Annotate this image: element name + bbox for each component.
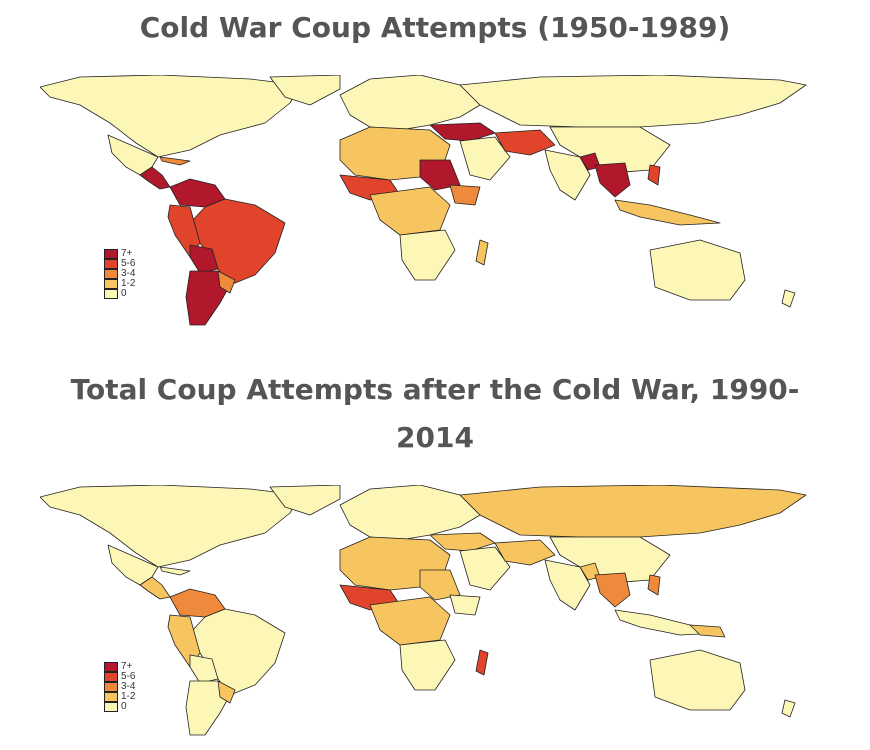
legend-swatch [104, 662, 118, 672]
paraguay-uruguay [217, 680, 236, 704]
legend-row: 5-6 [104, 259, 135, 269]
legend-swatch [104, 289, 118, 299]
map1-legend: 7+ 5-6 3-4 1-2 0 [104, 249, 135, 299]
new-zealand [781, 289, 796, 308]
north-america [40, 75, 301, 158]
legend-label: 7+ [121, 661, 133, 672]
legend-row: 7+ [104, 662, 135, 672]
map2-title-line2: 2014 [396, 421, 474, 454]
legend-row: 1-2 [104, 692, 135, 702]
cold-war-coup-map [40, 75, 807, 326]
greenland [269, 75, 341, 106]
china [549, 126, 671, 174]
legend-label: 0 [121, 701, 127, 712]
cuba [159, 156, 191, 166]
map1-title: Cold War Coup Attempts (1950-1989) [139, 11, 731, 44]
southern-africa [399, 229, 456, 281]
map2-legend: 7+ 5-6 3-4 1-2 0 [104, 662, 135, 712]
australia [649, 239, 746, 301]
iran-afghan [494, 129, 556, 156]
australia [649, 649, 746, 711]
legend-row: 5-6 [104, 672, 135, 682]
legend-row: 7+ [104, 249, 135, 259]
legend-label: 3-4 [121, 268, 136, 279]
middle-east [429, 532, 496, 552]
north-america [40, 485, 301, 568]
russia [459, 75, 807, 128]
legend-label: 0 [121, 288, 127, 299]
russia [459, 485, 807, 538]
legend-row: 3-4 [104, 269, 135, 279]
legend-label: 5-6 [121, 258, 136, 269]
map2-title-line1: Total Coup Attempts after the Cold War, … [70, 373, 800, 406]
legend-swatch [104, 702, 118, 712]
iran-afghan [494, 539, 556, 566]
sudan [419, 569, 461, 601]
central-africa [369, 186, 451, 236]
legend-swatch [104, 682, 118, 692]
madagascar [475, 239, 489, 266]
legend-swatch [104, 269, 118, 279]
legend-label: 3-4 [121, 681, 136, 692]
sudan [419, 159, 461, 191]
madagascar [475, 649, 489, 676]
china [549, 536, 671, 584]
paraguay-uruguay [217, 270, 236, 294]
indonesia [614, 199, 721, 226]
legend-row: 3-4 [104, 682, 135, 692]
arabia [459, 546, 511, 591]
arabia [459, 136, 511, 181]
legend-label: 1-2 [121, 691, 136, 702]
legend-row: 1-2 [104, 279, 135, 289]
southeast-asia [594, 162, 631, 198]
southern-africa [399, 639, 456, 691]
philippines [647, 164, 661, 186]
legend-swatch [104, 672, 118, 682]
legend-swatch [104, 249, 118, 259]
papua [689, 624, 726, 638]
middle-east [429, 122, 496, 142]
legend-label: 7+ [121, 248, 133, 259]
europe [339, 75, 481, 131]
greenland [269, 485, 341, 516]
legend-swatch [104, 279, 118, 289]
philippines [647, 574, 661, 596]
legend-row: 0 [104, 702, 135, 712]
cuba [159, 566, 191, 576]
central-africa [369, 596, 451, 646]
legend-label: 5-6 [121, 671, 136, 682]
legend-row: 0 [104, 289, 135, 299]
europe [339, 485, 481, 541]
ethiopia [449, 184, 481, 206]
new-zealand [781, 699, 796, 718]
legend-swatch [104, 692, 118, 702]
ethiopia [449, 594, 481, 616]
post-cold-war-coup-map [40, 485, 807, 736]
legend-label: 1-2 [121, 278, 136, 289]
southeast-asia [594, 572, 631, 608]
legend-swatch [104, 259, 118, 269]
